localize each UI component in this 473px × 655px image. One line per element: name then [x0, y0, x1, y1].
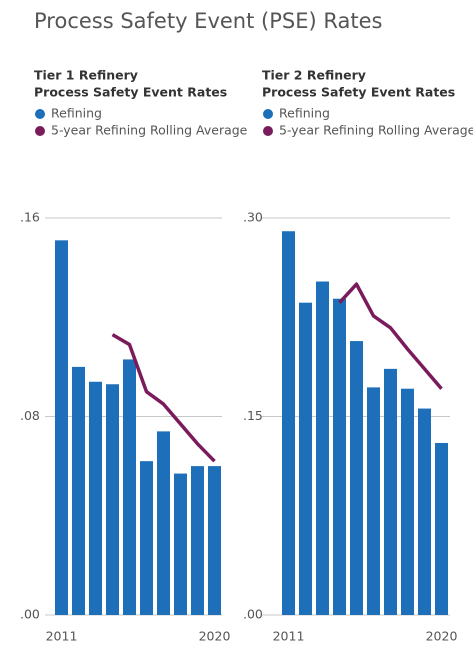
legend-label: 5-year Refining Rolling Average: [51, 123, 248, 138]
x-tick-label: 2020: [426, 629, 458, 644]
line: [111, 333, 216, 463]
bar: [123, 359, 136, 615]
bar: [333, 298, 346, 615]
legend-swatch: [263, 126, 273, 136]
legend-label: 5-year Refining Rolling Average: [279, 123, 473, 138]
bar: [350, 341, 363, 615]
y-tick-label: .00: [243, 607, 263, 622]
bar: [316, 281, 329, 615]
bar: [72, 366, 85, 615]
chart-title: Tier 2 Refinery: [262, 68, 366, 83]
line: [338, 282, 443, 390]
legend-label: Refining: [279, 106, 330, 121]
bar: [384, 368, 397, 615]
y-tick-label: .00: [20, 607, 40, 622]
bar: [191, 466, 204, 615]
bar: [282, 231, 295, 615]
x-tick-label: 2011: [46, 629, 78, 644]
y-tick-label: .08: [20, 408, 40, 423]
bar: [367, 387, 380, 615]
bar: [157, 431, 170, 615]
bar: [55, 240, 68, 616]
bar: [174, 473, 187, 615]
x-tick-label: 2011: [273, 629, 305, 644]
bar: [106, 384, 119, 615]
bar: [208, 466, 221, 615]
x-tick-label: 2020: [199, 629, 231, 644]
bar: [299, 302, 312, 615]
chart-title: Process Safety Event Rates: [262, 85, 455, 100]
chart-title: Process Safety Event Rates: [34, 85, 227, 100]
legend-label: Refining: [51, 106, 102, 121]
bar: [140, 461, 153, 615]
page-title: Process Safety Event (PSE) Rates: [34, 9, 382, 33]
chart-title: Tier 1 Refinery: [34, 68, 138, 83]
y-tick-label: .16: [20, 210, 40, 225]
bar: [418, 408, 431, 615]
legend-swatch: [35, 126, 45, 136]
y-tick-label: .30: [243, 210, 263, 225]
bar: [401, 388, 414, 615]
bar: [435, 442, 448, 615]
bar: [89, 381, 102, 615]
legend-swatch: [263, 109, 273, 119]
legend-swatch: [35, 109, 45, 119]
y-tick-label: .15: [243, 408, 263, 423]
